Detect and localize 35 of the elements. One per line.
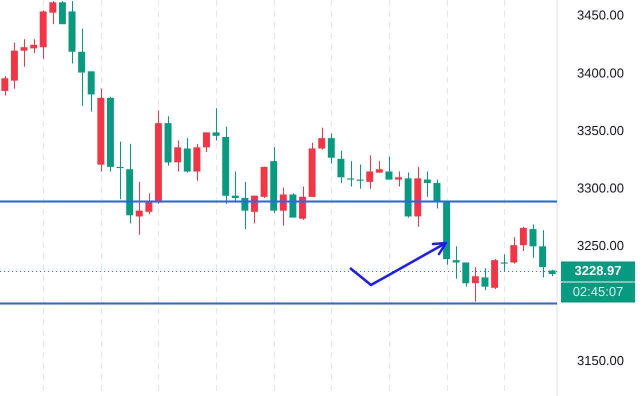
candlestick [328, 133, 335, 164]
text: 02:45:07 [572, 284, 624, 300]
y-tick-label: 3350.00 [577, 122, 624, 138]
candlestick [78, 28, 86, 106]
candlestick [385, 156, 392, 180]
candlestick [30, 38, 38, 54]
candlestick [58, 0, 66, 25]
candlestick [88, 70, 95, 112]
candlestick [212, 108, 220, 141]
candlestick [49, 0, 56, 25]
candlestick [424, 171, 431, 198]
y-tick-label: 3300.00 [577, 180, 624, 196]
candlestick [318, 127, 326, 150]
candlestick [472, 266, 479, 302]
candlestick [251, 195, 258, 224]
candlestick [174, 140, 182, 172]
candlestick [184, 138, 191, 174]
y-tick-label: 3150.00 [577, 353, 624, 368]
candlestick [366, 154, 374, 190]
candlestick [299, 186, 306, 220]
candlestick [136, 181, 143, 236]
candlestick [510, 236, 518, 264]
candlestick [203, 132, 210, 152]
y-tick-label: 3400.00 [577, 65, 624, 80]
candlestick [530, 224, 536, 258]
y-tick-label: 3250.00 [577, 238, 624, 253]
candlestick [1, 75, 8, 96]
candlestick [337, 150, 344, 184]
candlestick [145, 192, 152, 215]
y-tick-label: 3450.00 [577, 8, 624, 23]
candlestick [434, 179, 440, 209]
ref-line-label: 3228.97 [574, 263, 622, 278]
candlestick [232, 171, 239, 204]
candlestick [520, 226, 527, 252]
candlestick [20, 38, 28, 68]
